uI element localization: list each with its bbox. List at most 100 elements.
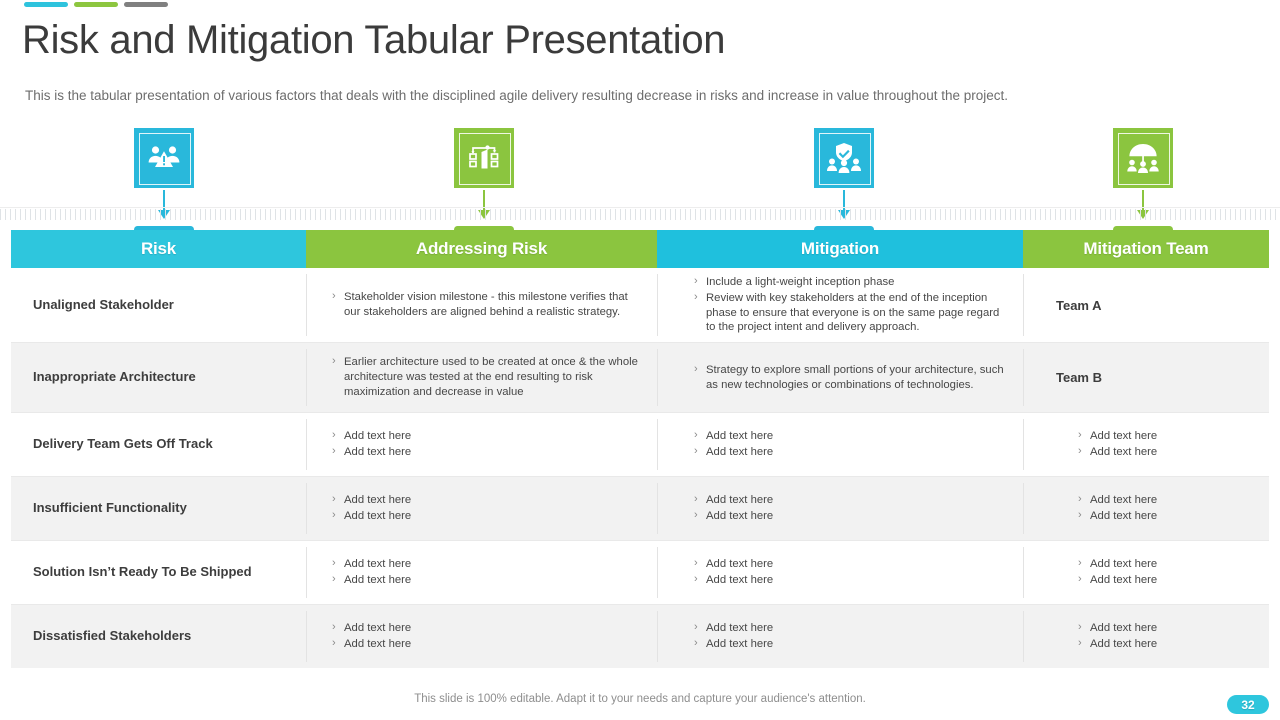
cell-risk: Unaligned Stakeholder: [11, 268, 306, 342]
cell-addressing-risk: Earlier architecture used to be created …: [306, 343, 657, 412]
risk-label: Unaligned Stakeholder: [33, 296, 174, 312]
list-item: Include a light-weight inception phase: [694, 274, 1011, 290]
list-item: Add text here: [1078, 444, 1157, 460]
icon-row: [0, 128, 1280, 233]
risk-label: Insufficient Functionality: [33, 500, 187, 516]
risk-label: Inappropriate Architecture: [33, 369, 196, 385]
cell-mitigation: Strategy to explore small portions of yo…: [657, 343, 1023, 412]
list-item: Review with key stakeholders at the end …: [694, 290, 1011, 336]
risk-mitigation-table: Risk Addressing Risk Mitigation Mitigati…: [11, 230, 1269, 668]
cell-mitigation: Add text here Add text here: [657, 413, 1023, 476]
cell-mitigation-team: Add text here Add text here: [1023, 413, 1269, 476]
cell-addressing-risk: Add text here Add text here: [306, 605, 657, 668]
cell-mitigation-team: Add text here Add text here: [1023, 477, 1269, 540]
cell-mitigation: Add text here Add text here: [657, 541, 1023, 604]
team-bullets: Add text here Add text here: [1056, 428, 1157, 460]
column-header-addressing-risk: Addressing Risk: [306, 230, 657, 268]
table-row: Inappropriate Architecture Earlier archi…: [11, 342, 1269, 412]
cell-mitigation: Add text here Add text here: [657, 477, 1023, 540]
list-item: Add text here: [1078, 492, 1157, 508]
list-item: Add text here: [694, 508, 1011, 524]
list-item: Add text here: [332, 636, 645, 652]
table-row: Dissatisfied Stakeholders Add text here …: [11, 604, 1269, 668]
list-item: Add text here: [694, 620, 1011, 636]
icon-group-1: [104, 128, 224, 233]
shield-team-icon: [814, 128, 874, 188]
table-row: Solution Isn’t Ready To Be Shipped Add t…: [11, 540, 1269, 604]
addressing-bullets: Earlier architecture used to be created …: [318, 354, 645, 400]
list-item: Add text here: [1078, 508, 1157, 524]
cell-risk: Dissatisfied Stakeholders: [11, 605, 306, 668]
mitigation-bullets: Add text here Add text here: [669, 620, 1011, 652]
column-header-risk: Risk: [11, 230, 306, 268]
cell-addressing-risk: Stakeholder vision milestone - this mile…: [306, 268, 657, 342]
cell-risk: Insufficient Functionality: [11, 477, 306, 540]
page-subtitle: This is the tabular presentation of vari…: [25, 88, 1009, 103]
table-row: Unaligned Stakeholder Stakeholder vision…: [11, 268, 1269, 342]
list-item: Add text here: [332, 572, 645, 588]
umbrella-protection-icon: [1113, 128, 1173, 188]
list-item: Earlier architecture used to be created …: [332, 354, 645, 400]
cell-risk: Inappropriate Architecture: [11, 343, 306, 412]
hatch-hairline: [0, 207, 1280, 208]
addressing-bullets: Stakeholder vision milestone - this mile…: [318, 289, 645, 320]
list-item: Add text here: [332, 556, 645, 572]
list-item: Add text here: [694, 636, 1011, 652]
cell-mitigation: Include a light-weight inception phase R…: [657, 268, 1023, 342]
cell-mitigation-team: Team B: [1023, 343, 1269, 412]
cell-mitigation-team: Team A: [1023, 268, 1269, 342]
accent-bars: [24, 2, 168, 7]
column-header-mitigation: Mitigation: [657, 230, 1023, 268]
cell-risk: Delivery Team Gets Off Track: [11, 413, 306, 476]
cell-addressing-risk: Add text here Add text here: [306, 541, 657, 604]
cell-mitigation: Add text here Add text here: [657, 605, 1023, 668]
addressing-bullets: Add text here Add text here: [318, 428, 645, 460]
accent-bar-gray: [124, 2, 168, 7]
cell-risk: Solution Isn’t Ready To Be Shipped: [11, 541, 306, 604]
addressing-bullets: Add text here Add text here: [318, 620, 645, 652]
mitigation-bullets: Add text here Add text here: [669, 492, 1011, 524]
addressing-bullets: Add text here Add text here: [318, 492, 645, 524]
risk-label: Dissatisfied Stakeholders: [33, 628, 192, 644]
cell-mitigation-team: Add text here Add text here: [1023, 541, 1269, 604]
addressing-bullets: Add text here Add text here: [318, 556, 645, 588]
page-number-badge: 32: [1227, 695, 1269, 714]
list-item: Add text here: [1078, 556, 1157, 572]
icon-group-3: [784, 128, 904, 233]
mitigation-bullets: Add text here Add text here: [669, 428, 1011, 460]
flowchart-process-icon: [454, 128, 514, 188]
list-item: Add text here: [1078, 572, 1157, 588]
list-item: Add text here: [694, 556, 1011, 572]
list-item: Add text here: [694, 572, 1011, 588]
team-label: Team B: [1056, 370, 1102, 385]
page-title: Risk and Mitigation Tabular Presentation: [22, 18, 726, 62]
cell-addressing-risk: Add text here Add text here: [306, 413, 657, 476]
list-item: Add text here: [694, 428, 1011, 444]
table-header-row: Risk Addressing Risk Mitigation Mitigati…: [11, 230, 1269, 268]
risk-label: Delivery Team Gets Off Track: [33, 436, 213, 452]
cell-addressing-risk: Add text here Add text here: [306, 477, 657, 540]
list-item: Add text here: [332, 492, 645, 508]
list-item: Add text here: [1078, 620, 1157, 636]
list-item: Add text here: [332, 620, 645, 636]
list-item: Add text here: [332, 428, 645, 444]
list-item: Stakeholder vision milestone - this mile…: [332, 289, 645, 320]
list-item: Add text here: [1078, 428, 1157, 444]
list-item: Strategy to explore small portions of yo…: [694, 362, 1011, 393]
column-header-mitigation-team: Mitigation Team: [1023, 230, 1269, 268]
mitigation-bullets: Add text here Add text here: [669, 556, 1011, 588]
list-item: Add text here: [1078, 636, 1157, 652]
team-bullets: Add text here Add text here: [1056, 620, 1157, 652]
list-item: Add text here: [332, 444, 645, 460]
risk-label: Solution Isn’t Ready To Be Shipped: [33, 564, 252, 580]
accent-bar-cyan: [24, 2, 68, 7]
footer-note: This slide is 100% editable. Adapt it to…: [414, 693, 866, 705]
list-item: Add text here: [332, 508, 645, 524]
list-item: Add text here: [694, 444, 1011, 460]
team-bullets: Add text here Add text here: [1056, 492, 1157, 524]
team-label: Team A: [1056, 297, 1102, 313]
table-row: Delivery Team Gets Off Track Add text he…: [11, 412, 1269, 476]
cell-mitigation-team: Add text here Add text here: [1023, 605, 1269, 668]
accent-bar-green: [74, 2, 118, 7]
